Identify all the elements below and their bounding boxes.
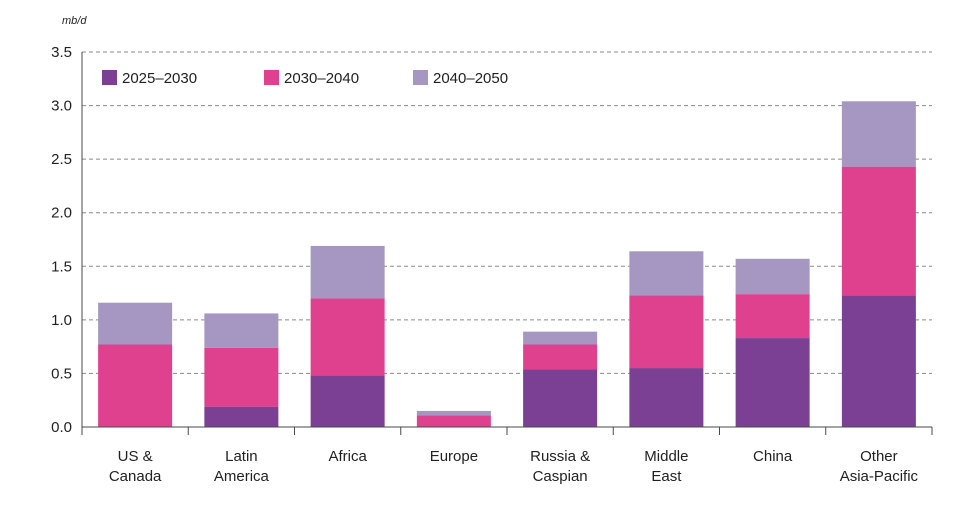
y-tick-label: 2.5 [51, 151, 72, 168]
legend-label-1: 2025–2030 [122, 70, 197, 87]
bar-segment-1 [204, 406, 279, 427]
legend-label-2: 2030–2040 [284, 70, 359, 87]
bar-segment-1 [735, 338, 810, 427]
bar-segment-3 [841, 101, 916, 167]
bar-segment-3 [98, 302, 173, 345]
bar-segment-3 [416, 410, 491, 416]
y-tick-label: 2.0 [51, 205, 72, 222]
bar-segment-1 [841, 295, 916, 427]
y-axis-unit-label: mb/d [62, 15, 87, 27]
bar-segment-2 [523, 344, 598, 370]
bar-segment-2 [416, 415, 491, 427]
bar-segment-3 [310, 245, 385, 299]
bar-segment-3 [735, 258, 810, 295]
y-tick-label: 0.0 [51, 419, 72, 436]
axis-layer: 0.0 0.5 1.0 1.5 2.0 2.5 3.0 3.5 US & Canada Latin A… [51, 44, 933, 485]
x-category-label: Africa [328, 448, 367, 465]
y-tick-label: 1.5 [51, 258, 72, 275]
bar-segment-1 [629, 368, 704, 427]
x-category-label: Other Asia-Pacific [840, 448, 919, 485]
x-category-label: China [753, 448, 793, 465]
bar-segment-2 [310, 298, 385, 376]
bar-segment-1 [310, 375, 385, 427]
bar-segment-2 [204, 347, 279, 407]
bar-segment-2 [629, 295, 704, 369]
bar-segment-3 [204, 313, 279, 348]
legend-swatch-1 [102, 70, 117, 85]
bar-segment-3 [523, 331, 598, 345]
bars-layer [98, 101, 916, 427]
legend-swatch-3 [413, 70, 428, 85]
bar-segment-2 [98, 344, 173, 427]
legend-label-3: 2040–2050 [433, 70, 508, 87]
y-tick-label: 3.0 [51, 98, 72, 115]
bar-segment-1 [523, 369, 598, 427]
x-category-label: Russia & Caspian [530, 448, 590, 485]
y-tick-label: 1.0 [51, 312, 72, 329]
bar-segment-2 [841, 166, 916, 296]
x-category-label: Middle East [644, 448, 688, 485]
y-tick-label: 0.5 [51, 365, 72, 382]
bar-segment-2 [735, 294, 810, 339]
y-tick-label: 3.5 [51, 44, 72, 61]
x-category-label: Europe [430, 448, 478, 465]
x-category-label: US & Canada [109, 448, 162, 485]
legend: 2025–2030 2030–2040 2040–2050 [102, 70, 508, 87]
bar-segment-3 [629, 251, 704, 296]
legend-swatch-2 [264, 70, 279, 85]
x-category-label: Latin America [214, 448, 270, 485]
